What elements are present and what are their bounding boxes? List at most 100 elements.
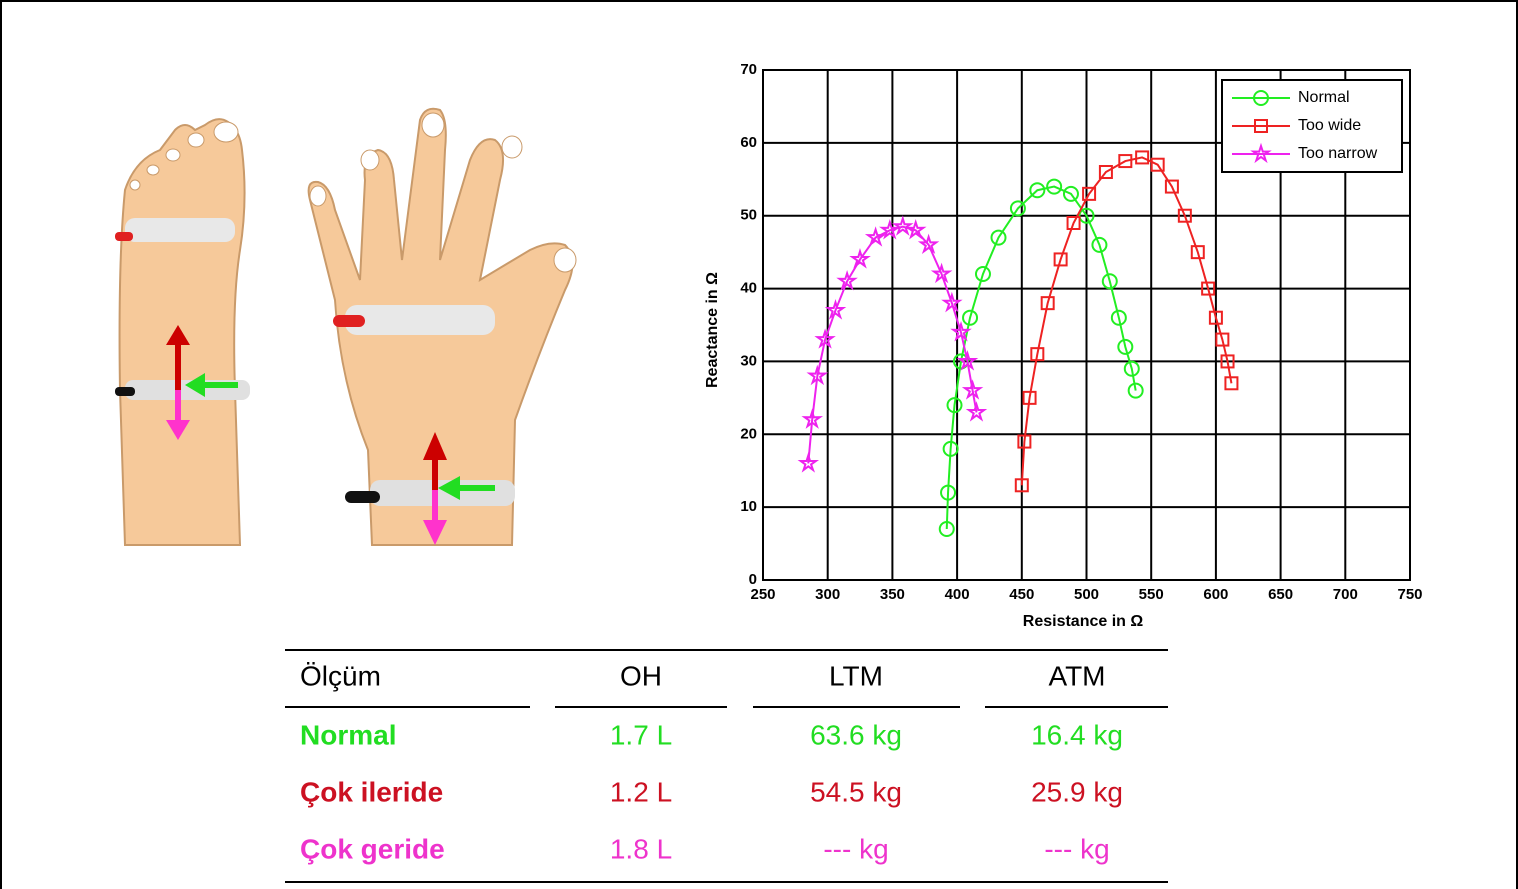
y-tick-label: 60: [740, 134, 757, 151]
marker: [940, 484, 957, 501]
marker: [974, 266, 991, 282]
table-cell: 54.5 kg: [810, 776, 902, 807]
marker: [1150, 157, 1165, 172]
x-tick-label: 600: [1203, 586, 1228, 603]
table-cell: Normal: [300, 719, 396, 750]
x-tick-label: 400: [945, 586, 970, 603]
marker: [946, 397, 963, 414]
marker: [849, 248, 871, 269]
x-tick-label: 650: [1268, 586, 1293, 603]
marker: [1254, 119, 1268, 133]
marker: [797, 452, 820, 473]
marker: [938, 521, 955, 537]
table-cell: --- kg: [1044, 833, 1109, 864]
marker: [1110, 309, 1127, 326]
marker: [956, 350, 979, 371]
y-tick-label: 0: [749, 571, 757, 588]
marker: [941, 291, 963, 313]
marker: [942, 440, 959, 457]
marker: [1101, 273, 1118, 290]
marker: [930, 262, 953, 284]
table-cell: Çok geride: [300, 833, 445, 864]
marker: [1017, 434, 1032, 449]
x-tick-label: 350: [880, 586, 905, 603]
marker: [1091, 236, 1108, 253]
table-cell: 1.8 L: [610, 833, 672, 864]
marker: [836, 270, 858, 291]
header-cell: Ölçüm: [300, 660, 381, 691]
marker: [950, 320, 972, 342]
marker: [1022, 390, 1037, 405]
table-cell: --- kg: [823, 833, 888, 864]
x-tick-label: 700: [1333, 586, 1358, 603]
marker: [1062, 185, 1079, 202]
marker: [1053, 252, 1068, 267]
marker: [1046, 178, 1063, 195]
hand-illustration: [307, 107, 577, 546]
marker: [1009, 200, 1026, 217]
marker: [891, 215, 914, 236]
table-cell: 25.9 kg: [1031, 776, 1123, 807]
marker: [990, 229, 1007, 246]
y-tick-label: 50: [740, 207, 757, 224]
x-tick-label: 550: [1139, 586, 1164, 603]
marker: [904, 219, 927, 240]
x-tick-label: 250: [750, 586, 775, 603]
marker: [1215, 332, 1230, 347]
marker: [1220, 354, 1235, 369]
marker: [1208, 310, 1223, 325]
table-cell: 63.6 kg: [810, 719, 902, 750]
chart: 250 300 350 400 450 500 550 600 650 700 750 0 10 20 30…: [740, 61, 1422, 603]
marker: [1201, 281, 1216, 296]
marker: [806, 364, 829, 386]
marker: [962, 309, 979, 326]
marker: [1177, 208, 1192, 223]
marker: [864, 226, 887, 247]
x-tick-label: 500: [1074, 586, 1099, 603]
legend-label: Too wide: [1298, 117, 1361, 134]
series-line: [945, 185, 1137, 530]
marker: [1190, 245, 1205, 260]
y-tick-label: 10: [740, 498, 757, 515]
marker: [1040, 296, 1055, 311]
marker: [965, 401, 988, 422]
marker: [1224, 376, 1239, 391]
y-tick-label: 40: [740, 280, 757, 297]
marker: [1014, 478, 1029, 493]
table-cell: 16.4 kg: [1031, 719, 1123, 750]
marker: [1250, 142, 1272, 164]
marker: [878, 219, 901, 240]
x-tick-label: 450: [1009, 586, 1034, 603]
legend-label: Too narrow: [1298, 145, 1378, 162]
marker: [1253, 90, 1269, 106]
legend-label: Normal: [1298, 89, 1350, 106]
marker: [801, 408, 824, 429]
series-line: [1020, 156, 1233, 486]
marker: [1117, 338, 1134, 355]
marker: [1127, 382, 1144, 399]
y-tick-label: 30: [740, 352, 757, 369]
marker: [824, 299, 847, 320]
table: Ölçüm OH LTM ATM Normal 1.7 L 63.6 kg 16.4 kg Ço…: [285, 649, 1168, 883]
foot-illustration: [115, 118, 250, 546]
table-cell: 1.2 L: [610, 776, 672, 807]
header-cell: OH: [620, 660, 662, 691]
table-cell: 1.7 L: [610, 719, 672, 750]
y-tick-label: 20: [740, 425, 757, 442]
x-tick-label: 750: [1397, 586, 1422, 603]
marker: [961, 379, 984, 400]
x-axis-label: Resistance in Ω: [1023, 613, 1144, 630]
header-cell: ATM: [1048, 660, 1105, 691]
marker: [1118, 154, 1133, 169]
marker: [1029, 182, 1046, 199]
marker: [1164, 179, 1179, 194]
marker: [1135, 150, 1150, 165]
y-axis-label: Reactance in Ω: [704, 272, 721, 388]
marker: [1082, 186, 1097, 201]
table-cell: Çok ileride: [300, 776, 443, 807]
marker: [1123, 360, 1140, 377]
y-tick-label: 70: [740, 61, 757, 78]
marker: [1030, 347, 1045, 362]
marker: [1078, 207, 1095, 224]
